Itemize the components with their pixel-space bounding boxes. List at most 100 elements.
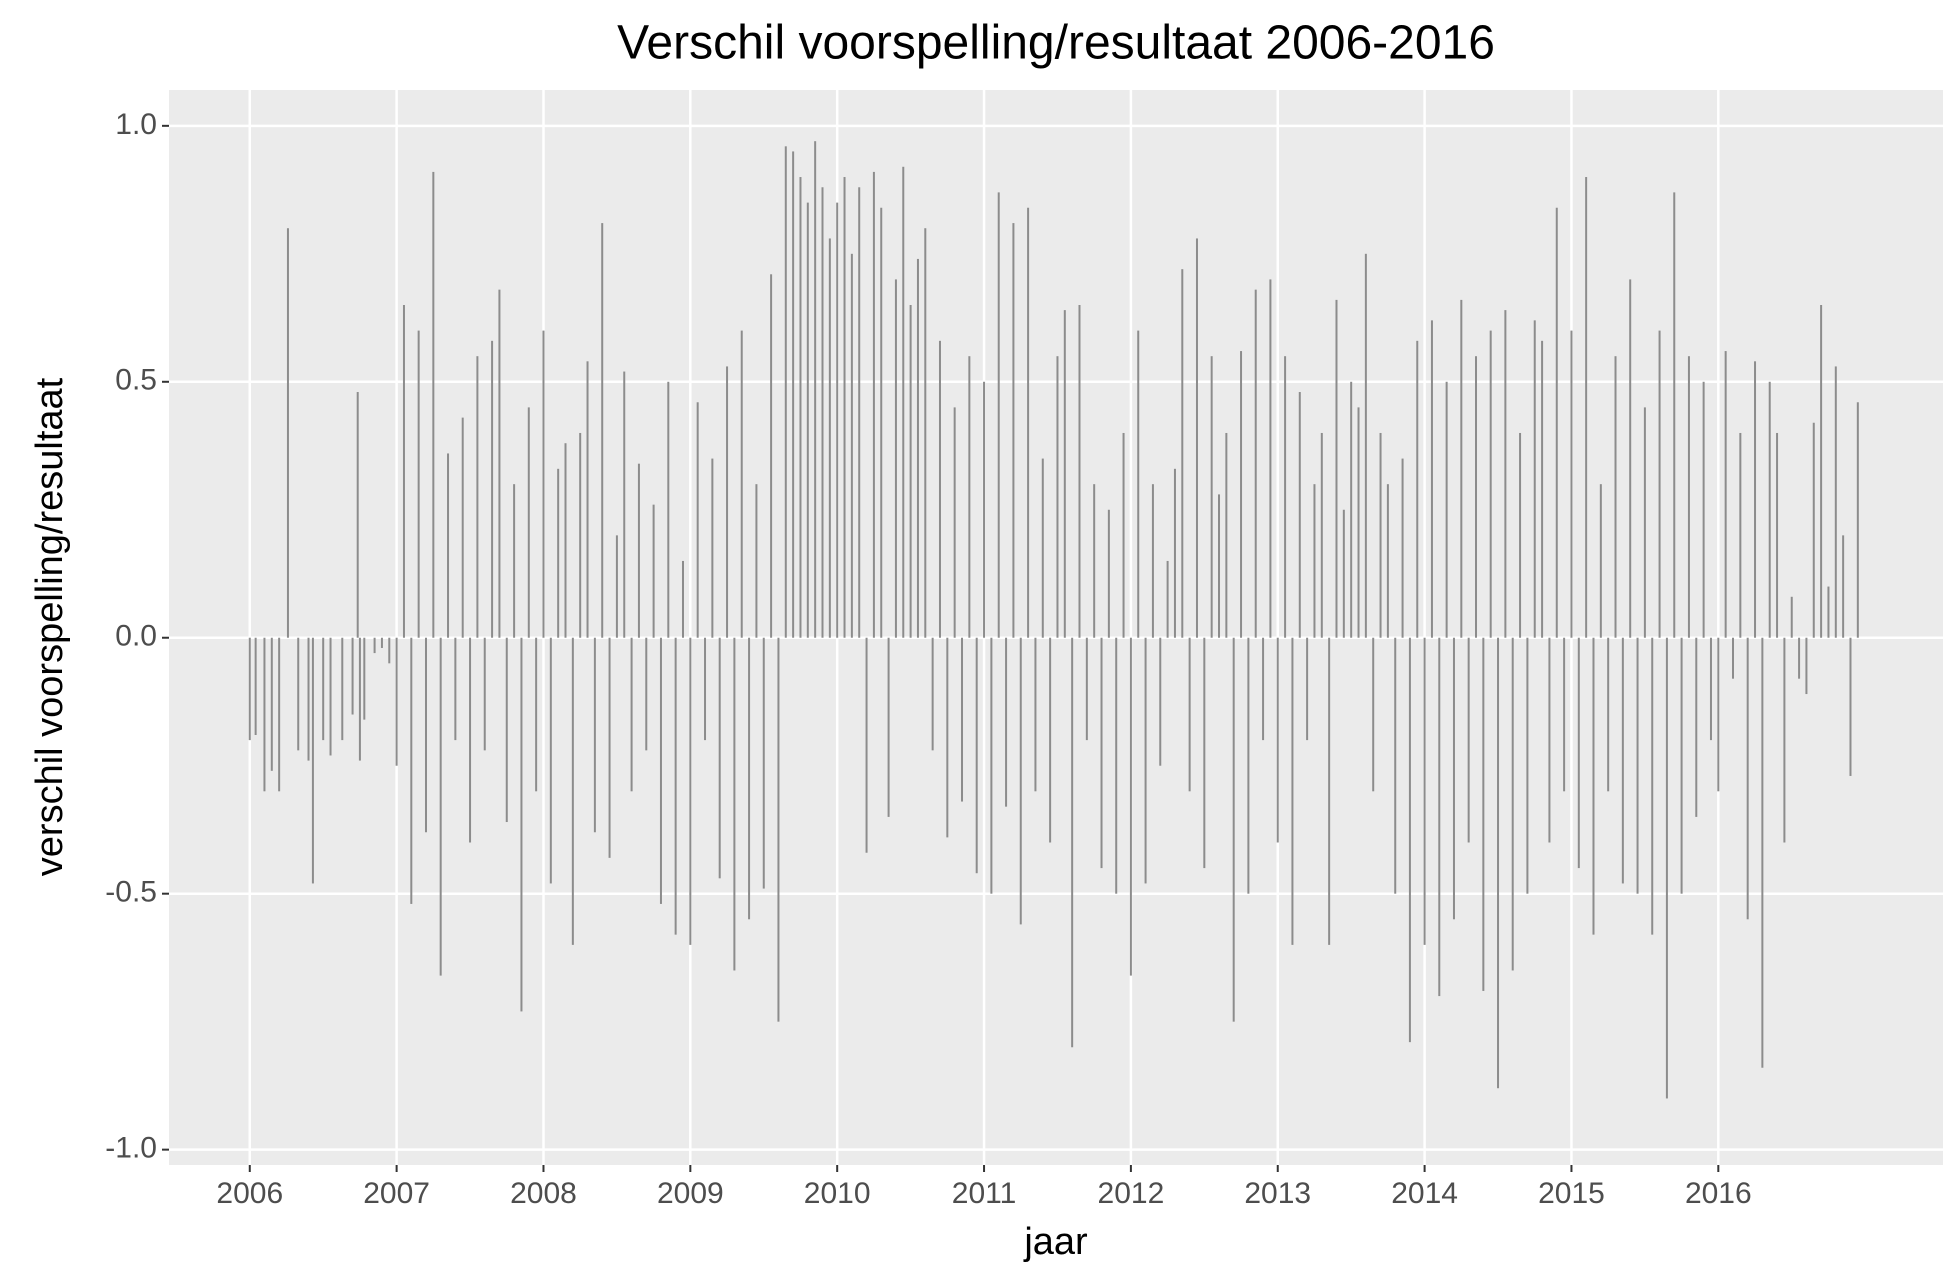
bar xyxy=(1452,637,1455,920)
bar xyxy=(608,637,611,858)
bar xyxy=(388,637,391,664)
bar xyxy=(674,637,677,935)
bar xyxy=(527,407,530,638)
chart-title: Verschil voorspelling/resultaat 2006-201… xyxy=(617,17,1495,70)
bar xyxy=(1423,637,1426,945)
bars xyxy=(248,141,1859,1099)
bar xyxy=(329,637,332,756)
bar xyxy=(1364,253,1367,638)
bar xyxy=(498,289,501,638)
bar xyxy=(1350,381,1353,638)
bar xyxy=(659,637,662,904)
bar xyxy=(1783,637,1786,843)
bar xyxy=(1497,637,1500,1089)
bar xyxy=(1709,637,1712,741)
x-tick-label: 2008 xyxy=(510,1177,577,1210)
bar xyxy=(1085,637,1088,741)
bar xyxy=(1820,305,1823,638)
bar xyxy=(1834,366,1837,638)
bar xyxy=(1137,330,1140,638)
bar xyxy=(1056,356,1059,638)
bar xyxy=(286,228,289,638)
bar xyxy=(469,637,472,843)
x-tick-label: 2010 xyxy=(804,1177,871,1210)
bar xyxy=(799,177,802,638)
bar xyxy=(341,637,344,741)
bar xyxy=(270,637,273,771)
bar xyxy=(953,407,956,638)
bar xyxy=(593,637,596,833)
bar xyxy=(1401,458,1404,638)
bar xyxy=(1541,340,1544,638)
bar xyxy=(711,458,714,638)
bar xyxy=(1379,432,1382,638)
bar xyxy=(623,371,626,638)
bar xyxy=(872,171,875,638)
bar xyxy=(704,637,707,741)
bar xyxy=(1041,458,1044,638)
bar xyxy=(968,356,971,638)
bar xyxy=(843,177,846,638)
bar xyxy=(1269,279,1272,638)
bar xyxy=(1306,637,1309,741)
bar xyxy=(542,330,545,638)
bar xyxy=(1467,637,1470,843)
bar xyxy=(777,637,780,1022)
bar xyxy=(1181,269,1184,638)
bar xyxy=(454,637,457,741)
bar xyxy=(254,637,257,735)
bar xyxy=(1291,637,1294,945)
bar xyxy=(1240,351,1243,638)
bar xyxy=(1445,381,1448,638)
bar xyxy=(1107,509,1110,638)
x-tick-label: 2007 xyxy=(363,1177,430,1210)
bar xyxy=(1232,637,1235,1022)
bar xyxy=(1739,432,1742,638)
bar xyxy=(637,463,640,638)
bar xyxy=(1636,637,1639,894)
bar xyxy=(909,305,912,638)
bar xyxy=(549,637,552,884)
bar xyxy=(1526,637,1529,894)
bar xyxy=(1313,484,1316,638)
bar xyxy=(1511,637,1514,971)
x-tick-label: 2006 xyxy=(216,1177,283,1210)
bar xyxy=(1754,361,1757,638)
y-tick-label: 0.0 xyxy=(115,620,157,653)
bar xyxy=(1673,192,1676,638)
bar xyxy=(380,637,383,648)
bar xyxy=(1328,637,1331,945)
bar xyxy=(1563,637,1566,792)
bar xyxy=(975,637,978,874)
bar xyxy=(1254,289,1257,638)
bar xyxy=(858,187,861,638)
x-tick-label: 2016 xyxy=(1685,1177,1752,1210)
bar xyxy=(748,637,751,920)
bar xyxy=(278,637,281,792)
bar xyxy=(755,484,758,638)
bar xyxy=(1665,637,1668,1099)
bar xyxy=(1460,299,1463,638)
bar xyxy=(924,228,927,638)
bar xyxy=(1592,637,1595,935)
bar xyxy=(1812,422,1815,638)
bar xyxy=(1629,279,1632,638)
bar xyxy=(351,637,354,715)
bar xyxy=(439,637,442,976)
bar xyxy=(601,223,604,638)
bar xyxy=(1063,310,1066,638)
bar xyxy=(1585,177,1588,638)
bar xyxy=(520,637,523,1012)
bar xyxy=(395,637,398,766)
bar xyxy=(792,151,795,638)
bar xyxy=(880,207,883,638)
bar xyxy=(997,192,1000,638)
bar xyxy=(1533,320,1536,638)
bar xyxy=(1805,637,1808,695)
bar xyxy=(718,637,721,879)
bar xyxy=(1159,637,1162,766)
bar xyxy=(1100,637,1103,869)
bar xyxy=(1262,637,1265,741)
